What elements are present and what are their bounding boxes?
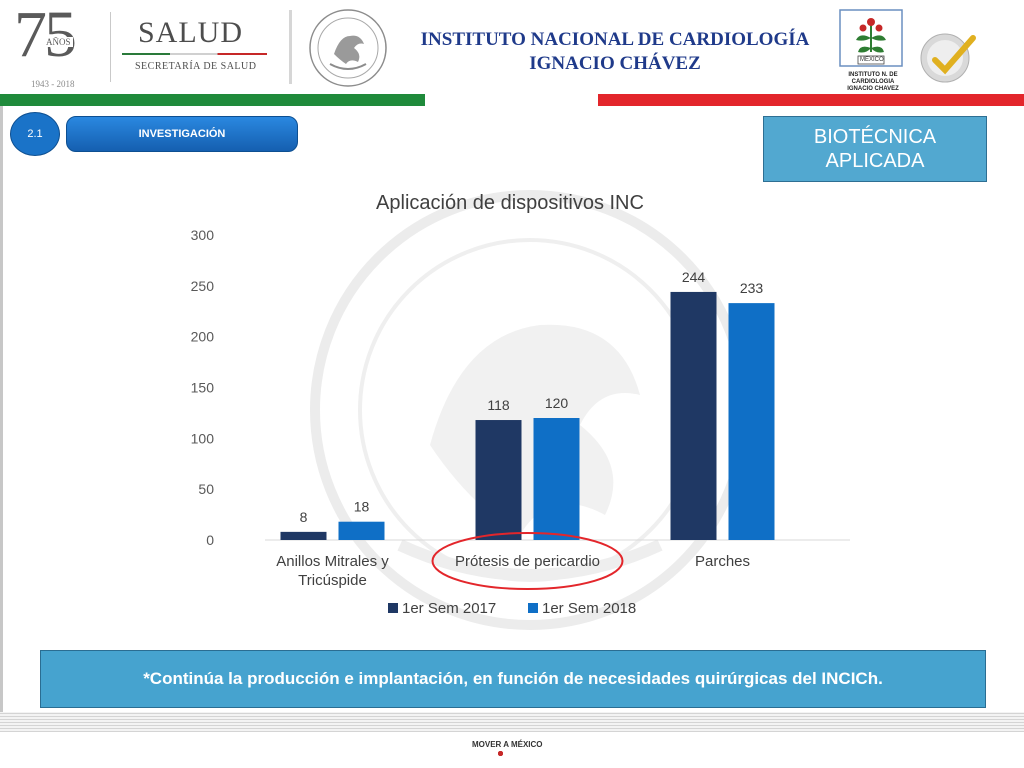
x-tick-label: Anillos Mitrales y <box>276 553 389 570</box>
bar-chart: 0 50 100 150 200 250 300 8 18 118 120 244 233 Anill… <box>191 227 850 617</box>
salud-logo-text: SALUD <box>138 16 244 49</box>
x-tick-label: Prótesis de pericardio <box>455 553 600 570</box>
header-stripe-green <box>0 94 425 106</box>
header-stripe-red <box>598 94 1024 106</box>
highlight-annotation <box>431 532 624 590</box>
inc-logo: MEXICO INSTITUTO N. DE CARDIOLOGIA IGNAC… <box>838 8 904 94</box>
section-label: INVESTIGACIÓN <box>66 116 298 152</box>
institute-title-line2: IGNACIO CHÁVEZ <box>529 53 701 74</box>
bar <box>338 521 385 540</box>
data-label: 244 <box>682 269 706 285</box>
data-label: 120 <box>545 395 569 411</box>
chart-title: Aplicación de dispositivos INC <box>376 192 644 214</box>
secretaria-text: SECRETARÍA DE SALUD <box>135 61 257 72</box>
institute-title: INSTITUTO NACIONAL DE CARDIOLOGÍA IGNACI… <box>390 28 840 76</box>
footer-brand-icon <box>496 749 505 758</box>
legend-swatch <box>528 603 538 613</box>
chart-bars: 8 18 118 120 244 233 <box>280 269 775 540</box>
coat-of-arms-icon <box>309 9 387 87</box>
legend-label: 1er Sem 2017 <box>402 600 496 617</box>
bar <box>533 418 580 540</box>
y-tick-label: 50 <box>198 481 214 497</box>
legend-swatch <box>388 603 398 613</box>
anniversary-word: AÑOS <box>44 37 73 47</box>
y-tick-label: 100 <box>191 430 215 446</box>
x-tick-label: Tricúspide <box>298 572 367 589</box>
x-axis: Anillos Mitrales y Tricúspide Prótesis de … <box>276 553 750 589</box>
left-edge-rule <box>0 106 3 712</box>
highlight-ellipse <box>431 532 624 590</box>
legend-label: 1er Sem 2018 <box>542 600 636 617</box>
chart-legend: 1er Sem 2017 1er Sem 2018 <box>388 600 636 617</box>
footer-band <box>0 712 1024 732</box>
anniversary-number: 75 <box>14 0 77 71</box>
topic-badge-line1: BIOTÉCNICA <box>813 126 937 148</box>
data-label: 18 <box>354 499 370 515</box>
data-label: 118 <box>487 397 510 413</box>
inc-logo-mexico: MEXICO <box>860 57 884 63</box>
institute-title-line1: INSTITUTO NACIONAL DE CARDIOLOGÍA <box>420 29 810 50</box>
inc-emblem-icon <box>839 9 903 67</box>
footer-brand: MOVER A MÉXICO <box>472 740 543 749</box>
y-tick-label: 0 <box>206 532 214 548</box>
y-tick-label: 250 <box>191 278 215 294</box>
bar <box>475 420 522 540</box>
anniversary-years: 1943 - 2018 <box>31 79 75 89</box>
data-label: 233 <box>740 280 764 296</box>
header-divider <box>289 10 292 84</box>
footnote-banner: *Continúa la producción e implantación, … <box>40 650 986 708</box>
x-tick-label: Parches <box>695 553 750 570</box>
bar <box>280 531 327 540</box>
topic-badge-line2: APLICADA <box>825 150 925 172</box>
salud-rule <box>122 53 267 55</box>
section-number: 2.1 <box>10 112 60 156</box>
certification-icon <box>920 33 976 83</box>
topic-badge: BIOTÉCNICA APLICADA <box>763 116 987 182</box>
y-tick-label: 150 <box>191 380 215 396</box>
header-divider <box>110 12 111 82</box>
bar <box>670 291 717 540</box>
inc-logo-text: INSTITUTO N. DE CARDIOLOGIA IGNACIO CHAV… <box>847 72 899 92</box>
bar <box>728 303 775 540</box>
y-tick-label: 200 <box>191 329 215 345</box>
data-label: 8 <box>300 509 308 525</box>
y-tick-label: 300 <box>191 227 215 243</box>
